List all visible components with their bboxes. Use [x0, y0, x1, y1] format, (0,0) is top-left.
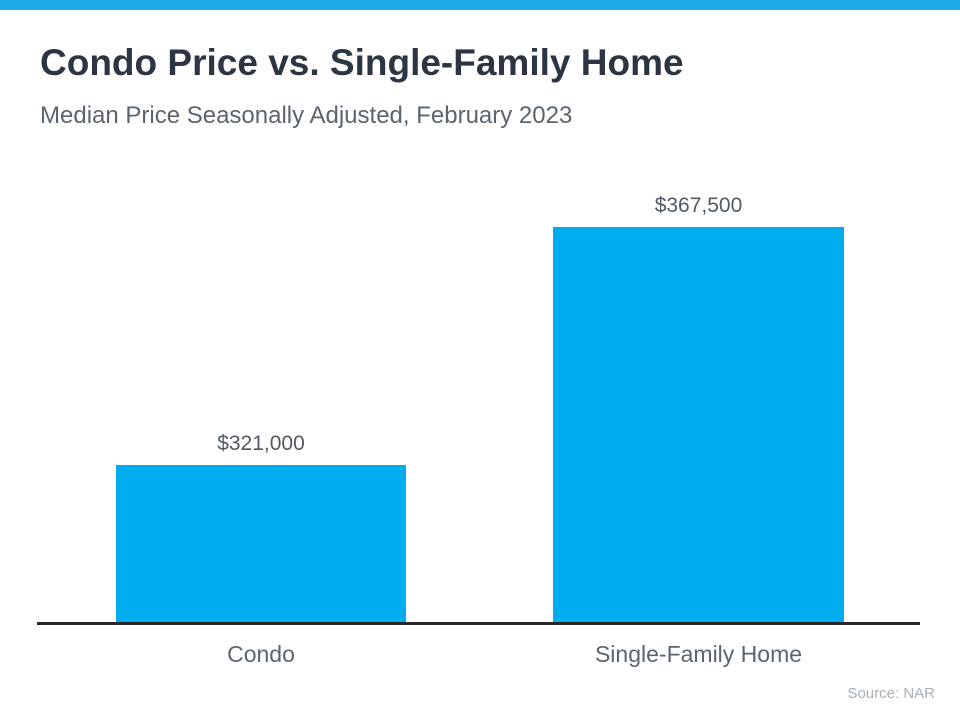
top-accent-bar	[0, 0, 960, 10]
bar-condo	[116, 465, 406, 623]
source-attribution: Source: NAR	[847, 685, 935, 702]
bar-single-family	[553, 227, 844, 623]
x-axis-line	[37, 622, 920, 625]
chart-subtitle: Median Price Seasonally Adjusted, Februa…	[40, 102, 573, 129]
bar-value-label-single-family: $367,500	[654, 194, 743, 217]
bar-value-label-condo: $321,000	[217, 432, 305, 455]
category-label-condo: Condo	[227, 641, 295, 667]
category-label-single-family: Single-Family Home	[594, 641, 803, 667]
bar-group-single-family: $367,500	[553, 194, 844, 623]
chart-title: Condo Price vs. Single-Family Home	[40, 42, 684, 83]
bar-group-condo: $321,000	[116, 432, 406, 623]
bar-chart-plot-area: $321,000 $367,500	[0, 163, 960, 623]
